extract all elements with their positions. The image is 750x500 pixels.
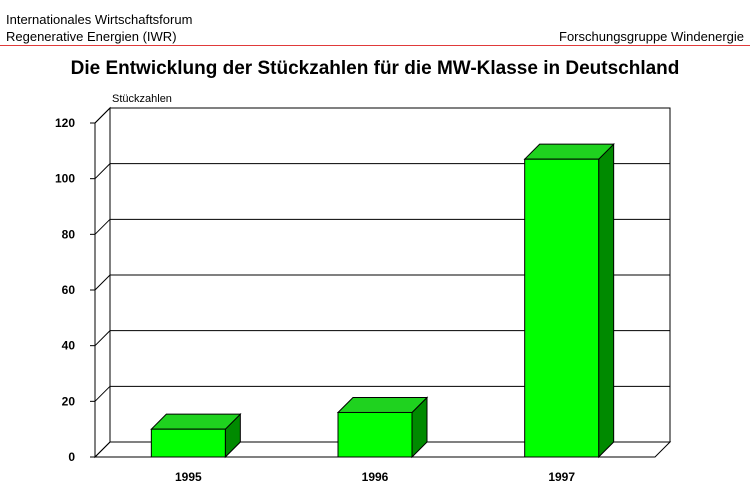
bar-1996: [337, 411, 413, 458]
bar-side: [598, 142, 615, 459]
y-tick-label: 100: [55, 172, 75, 186]
y-tick-label: 20: [62, 394, 76, 408]
y-tick-label: 80: [62, 227, 76, 241]
header-divider: [0, 45, 750, 46]
y-tick-label: 120: [55, 116, 75, 130]
y-tick-label: 60: [62, 283, 76, 297]
bar-top: [150, 413, 242, 430]
y-axis-label: Stückzahlen: [112, 93, 172, 105]
gridline: [94, 330, 670, 347]
x-tick-label: 1996: [362, 470, 389, 484]
gridline: [94, 163, 670, 180]
org-name-line1: Internationales Wirtschaftsforum: [6, 12, 193, 27]
x-tick-label: 1995: [175, 470, 202, 484]
org-name-line2: Regenerative Energien (IWR): [6, 29, 177, 44]
gridline: [94, 218, 670, 235]
gridline: [94, 107, 670, 124]
gridline: [94, 274, 670, 291]
bar-top: [523, 143, 615, 160]
bar-1995: [150, 428, 226, 458]
x-tick-label: 1997: [548, 470, 575, 484]
y-tick-label: 40: [62, 339, 76, 353]
y-tick-label: 0: [68, 450, 75, 464]
bar-top: [336, 396, 429, 413]
chart-title: Die Entwicklung der Stückzahlen für die …: [70, 58, 680, 79]
plot-area: 0 20 40 60 80 100 120 1995 1996 1997: [55, 106, 672, 484]
research-group-label: Forschungsgruppe Windenergie: [559, 29, 744, 44]
bar-1997: [524, 158, 600, 458]
gridline: [94, 385, 670, 402]
